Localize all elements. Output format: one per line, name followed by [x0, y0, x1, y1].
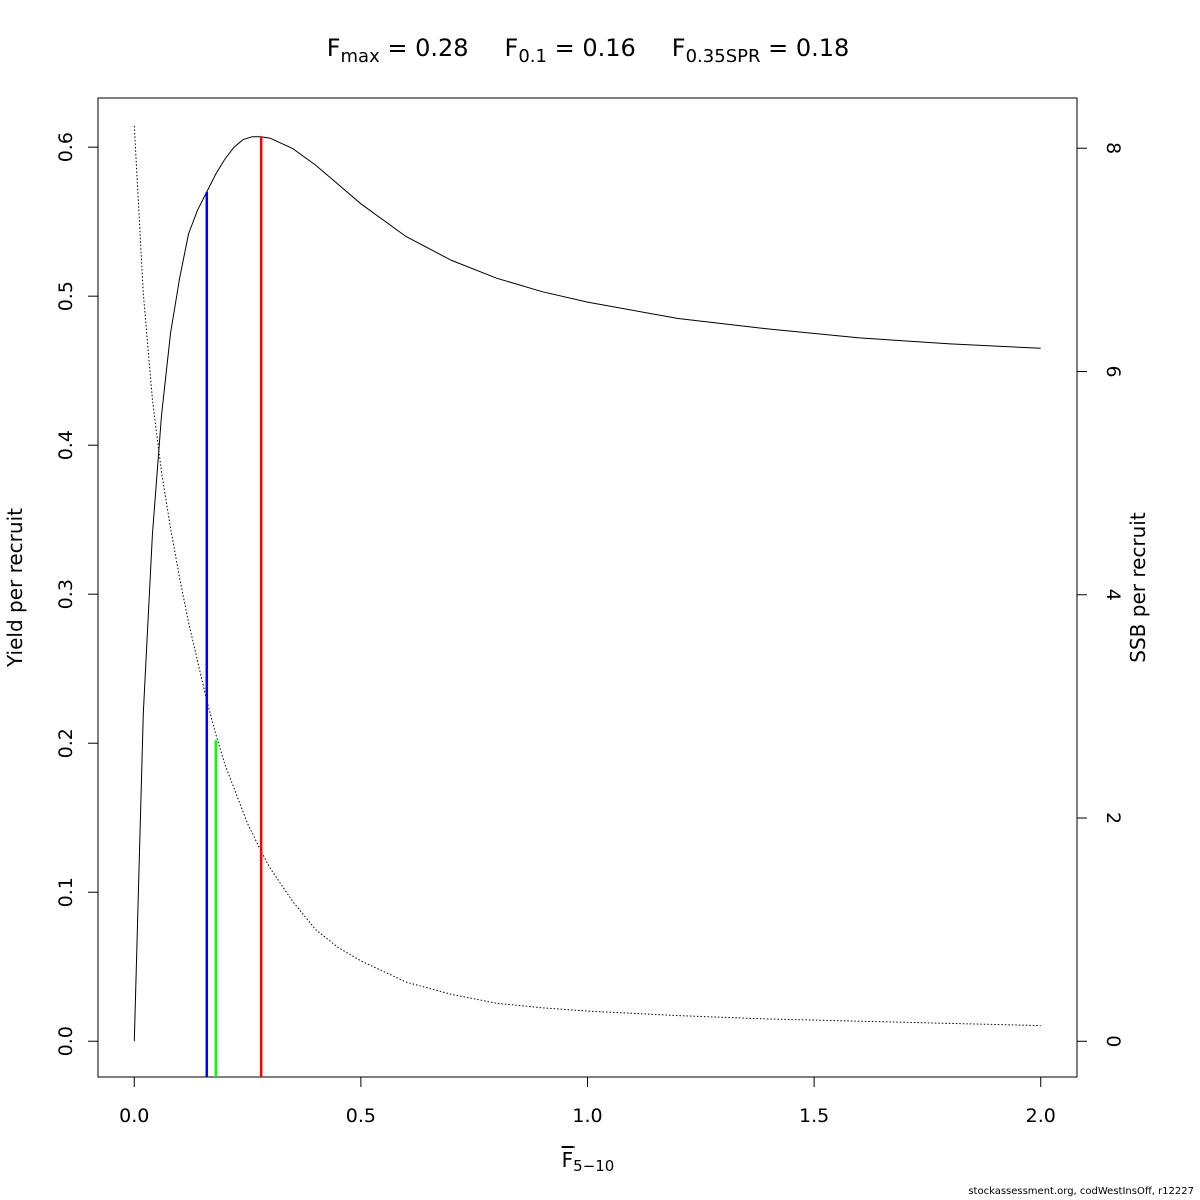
- y-left-tick-label: 0.3: [55, 579, 77, 609]
- y-right-tick-label: 8: [1102, 142, 1124, 154]
- y-axis-label-left: Yield per recruit: [3, 508, 27, 668]
- x-axis-label: F5−10: [562, 1148, 615, 1175]
- plot-frame: [97, 97, 1078, 1078]
- x-tick-label: 0.0: [119, 1105, 149, 1127]
- ssb-per-recruit-line: [133, 125, 1041, 1027]
- y-left-tick-label: 0.2: [55, 728, 77, 758]
- y-axis-label-right: SSB per recruit: [1126, 512, 1150, 663]
- footer-credit: stockassessment.org, codWestInsOff, r122…: [968, 1186, 1194, 1197]
- x-tick-label: 1.5: [799, 1105, 829, 1127]
- y-left-tick-label: 0.6: [55, 132, 77, 162]
- y-left-tick-label: 0.1: [55, 877, 77, 907]
- y-left-tick-label: 0.0: [55, 1026, 77, 1056]
- y-left-tick-label: 0.4: [55, 430, 77, 460]
- y-left-tick-label: 0.5: [55, 281, 77, 311]
- y-right-tick-label: 4: [1102, 589, 1124, 601]
- chart-title: Fmax = 0.28 F0.1 = 0.16 F0.35SPR = 0.18: [327, 34, 850, 67]
- x-tick-label: 1.0: [572, 1105, 602, 1127]
- x-tick-label: 2.0: [1026, 1105, 1056, 1127]
- y-right-tick-label: 0: [1102, 1035, 1124, 1047]
- y-right-tick-label: 2: [1102, 812, 1124, 824]
- yield-per-recruit-line: [133, 136, 1041, 1042]
- x-tick-label: 0.5: [346, 1105, 376, 1127]
- y-right-tick-label: 6: [1102, 365, 1124, 377]
